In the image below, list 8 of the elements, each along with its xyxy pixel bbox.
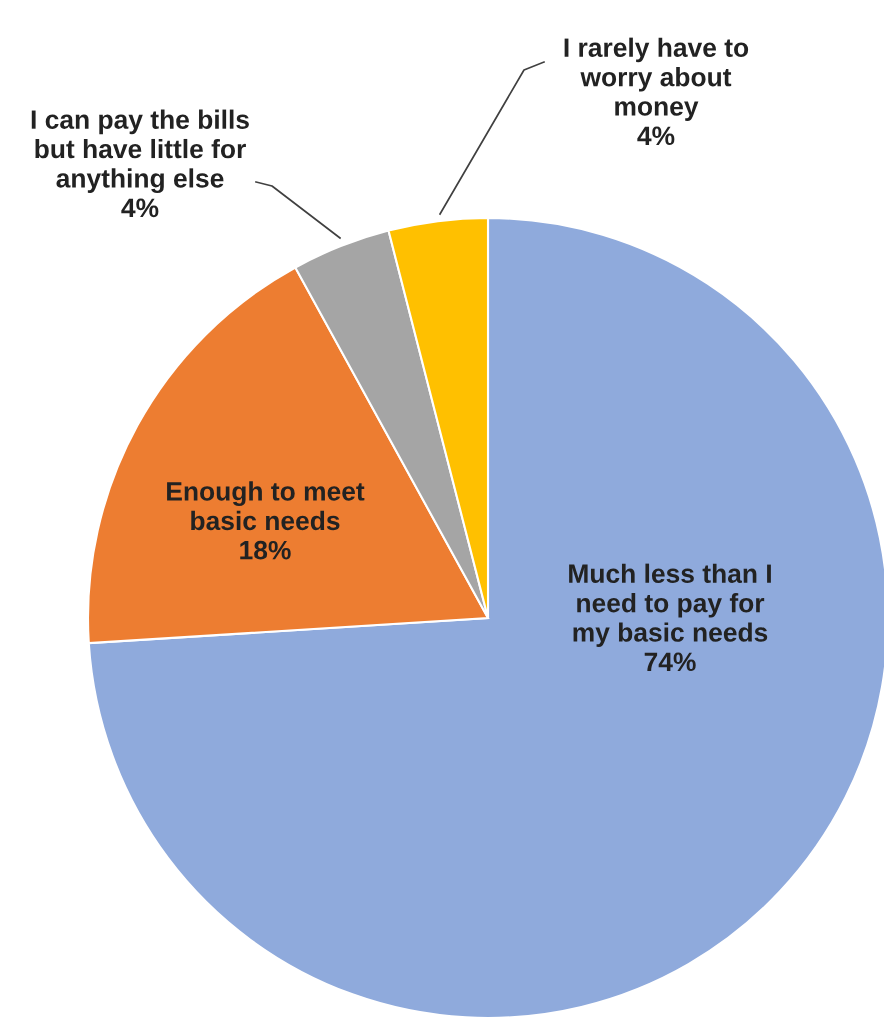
data-label: 74%: [644, 652, 696, 672]
slice-label: Enough to meet basic needs: [167, 481, 365, 531]
data-label: 18%: [240, 540, 291, 560]
slice-label: Much less than I need to pay for my basic needs: [569, 563, 771, 647]
slice-label: I rarely have to worry about money: [564, 37, 749, 121]
data-label: 4%: [121, 198, 159, 218]
slice-label: I can pay the bills but have little for anything else: [31, 109, 249, 194]
data-label: 4%: [637, 126, 675, 146]
